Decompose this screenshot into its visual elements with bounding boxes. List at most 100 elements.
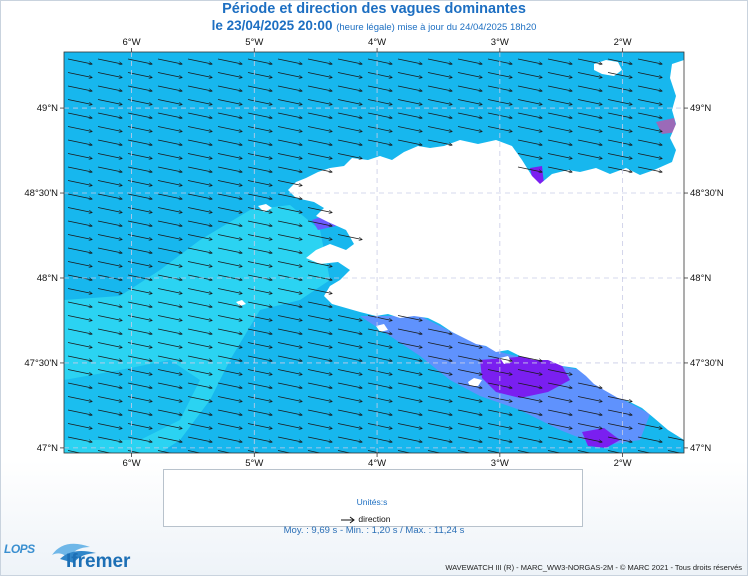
direction-arrow	[247, 315, 272, 321]
direction-arrow	[367, 409, 392, 415]
direction-arrow	[367, 342, 392, 348]
direction-arrow	[277, 355, 302, 361]
direction-arrow	[337, 234, 362, 240]
direction-arrow	[247, 112, 272, 118]
direction-arrow	[277, 261, 302, 267]
direction-arrow	[337, 99, 362, 105]
direction-arrow	[187, 382, 212, 388]
direction-arrow	[157, 220, 182, 226]
direction-arrow	[277, 382, 302, 388]
direction-arrow	[427, 423, 452, 429]
direction-arrow	[157, 261, 182, 267]
direction-arrow	[277, 450, 292, 453]
direction-arrow	[217, 153, 242, 159]
direction-arrow	[427, 126, 452, 132]
direction-arrow	[247, 409, 272, 415]
direction-arrow	[247, 166, 272, 172]
direction-arrow	[67, 112, 92, 118]
direction-arrow	[367, 72, 392, 78]
direction-arrow	[457, 85, 482, 91]
direction-arrow	[337, 328, 362, 334]
direction-arrow	[127, 382, 152, 388]
direction-arrow	[97, 180, 122, 186]
direction-arrow	[187, 328, 212, 334]
direction-arrow	[247, 301, 272, 307]
direction-arrow	[187, 153, 212, 159]
direction-arrow	[577, 58, 602, 64]
ifremer-wave-icon	[52, 543, 96, 563]
direction-arrow	[247, 396, 272, 402]
direction-arrow	[277, 85, 302, 91]
direction-arrow	[187, 436, 212, 442]
direction-arrow	[547, 99, 572, 105]
direction-arrow	[67, 72, 92, 78]
direction-arrow	[547, 139, 572, 145]
direction-arrow	[217, 207, 242, 213]
direction-arrow	[277, 288, 302, 294]
direction-arrow	[127, 328, 152, 334]
direction-arrow	[247, 85, 272, 91]
direction-arrow	[397, 99, 422, 105]
direction-arrow	[307, 450, 322, 453]
direction-arrow	[277, 234, 302, 240]
direction-arrow	[187, 261, 212, 267]
direction-arrow	[247, 382, 272, 388]
direction-arrow	[247, 274, 272, 280]
direction-arrow	[67, 382, 92, 388]
direction-arrow	[637, 112, 662, 118]
direction-arrow	[547, 423, 572, 429]
direction-arrow	[217, 436, 242, 442]
direction-arrow	[577, 99, 602, 105]
direction-arrow	[517, 99, 542, 105]
direction-arrow	[577, 126, 602, 132]
direction-arrow	[637, 450, 652, 453]
direction-arrow	[277, 126, 302, 132]
lon-label-bottom: 2°W	[614, 458, 632, 469]
direction-arrow	[217, 234, 242, 240]
direction-arrow	[427, 112, 452, 118]
direction-arrow	[277, 58, 302, 64]
direction-arrow	[127, 261, 152, 267]
direction-arrow	[457, 382, 482, 388]
direction-arrow	[517, 382, 542, 388]
direction-arrow	[397, 409, 422, 415]
direction-arrow	[277, 207, 302, 213]
direction-arrow	[247, 234, 272, 240]
direction-arrow	[247, 369, 272, 375]
direction-arrow	[127, 207, 152, 213]
direction-arrow	[157, 247, 182, 253]
direction-arrow	[637, 85, 662, 91]
direction-arrow	[217, 166, 242, 172]
direction-arrow	[187, 396, 212, 402]
direction-arrow	[247, 72, 272, 78]
map-area[interactable]	[64, 52, 692, 456]
direction-arrow	[277, 369, 302, 375]
direction-arrow	[247, 180, 272, 186]
direction-arrow	[97, 166, 122, 172]
direction-arrow	[277, 342, 302, 348]
direction-arrow	[607, 166, 632, 172]
direction-arrow	[127, 450, 142, 453]
direction-arrow	[637, 153, 662, 159]
direction-arrow	[367, 99, 392, 105]
direction-arrow	[67, 139, 92, 145]
lat-label-left: 47°30'N	[24, 358, 58, 369]
direction-arrow	[67, 328, 92, 334]
direction-arrow	[277, 153, 302, 159]
direction-arrow	[367, 450, 382, 453]
lon-label-top: 4°W	[368, 37, 386, 48]
direction-arrow	[157, 234, 182, 240]
lon-label-bottom: 6°W	[122, 458, 140, 469]
light-period-zone	[64, 205, 330, 453]
direction-arrow	[337, 436, 362, 442]
direction-arrow	[457, 396, 482, 402]
direction-arrow	[337, 315, 362, 321]
direction-arrow	[577, 409, 602, 415]
direction-arrow	[187, 369, 212, 375]
direction-arrow	[397, 72, 422, 78]
direction-arrow	[607, 423, 632, 429]
direction-arrow	[157, 58, 182, 64]
direction-arrow	[397, 423, 422, 429]
direction-arrow	[127, 72, 152, 78]
direction-arrow	[217, 72, 242, 78]
